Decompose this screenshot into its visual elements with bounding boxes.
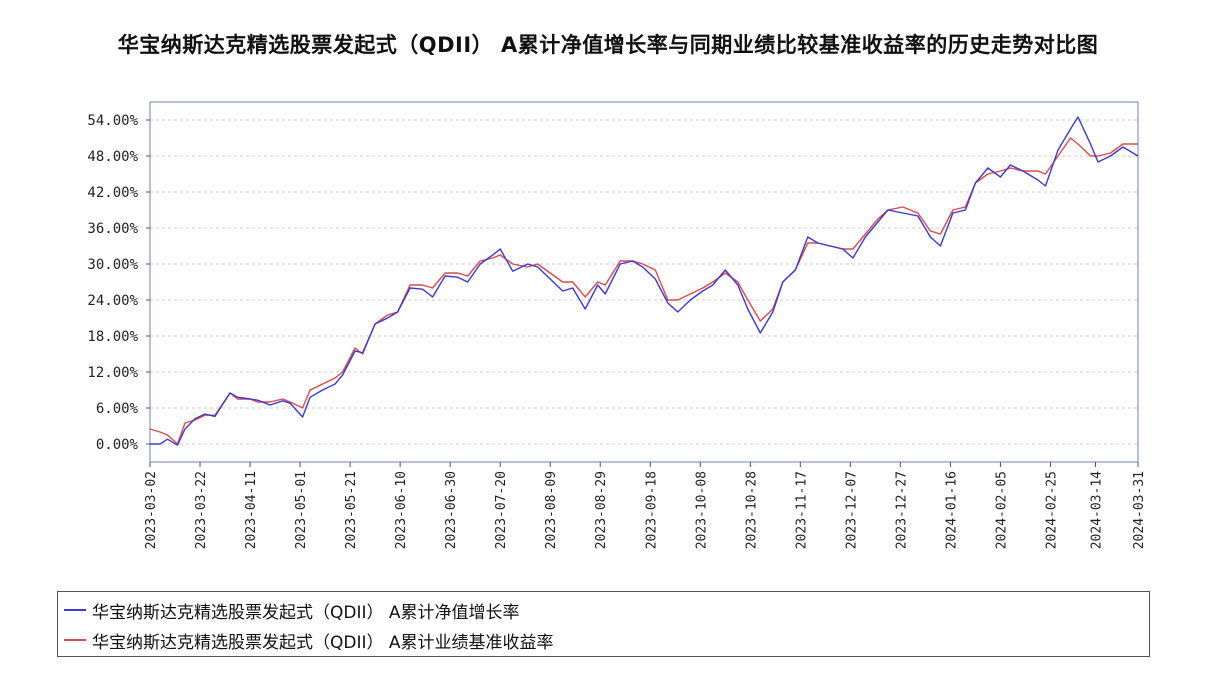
x-tick-label: 2023-08-09 (544, 471, 559, 549)
y-tick-label: 18.00% (87, 329, 138, 345)
x-tick-label: 2023-10-28 (744, 471, 759, 549)
x-tick-label: 2023-05-21 (344, 471, 359, 549)
x-tick-label: 2023-11-17 (794, 471, 809, 549)
x-tick-label: 2023-03-02 (144, 471, 159, 549)
x-tick-label: 2023-03-22 (194, 471, 209, 549)
x-tick-label: 2024-01-16 (944, 471, 959, 549)
x-tick-label: 2024-02-25 (1044, 471, 1059, 549)
y-tick-label: 36.00% (87, 221, 138, 237)
legend-swatch-benchmark (64, 639, 86, 641)
x-tick-label: 2023-09-18 (644, 471, 659, 549)
y-axis: 0.00% 6.00% 12.00% 18.00% 24.00% 30.00% 36.00%… (87, 113, 150, 453)
y-tick-label: 24.00% (87, 293, 138, 309)
legend: 华宝纳斯达克精选股票发起式（QDII） A累计净值增长率 华宝纳斯达克精选股票发… (57, 591, 1150, 657)
legend-entry-benchmark: 华宝纳斯达克精选股票发起式（QDII） A累计业绩基准收益率 (64, 626, 554, 654)
x-tick-label: 2023-10-08 (694, 471, 709, 549)
y-tick-label: 42.00% (87, 185, 138, 201)
x-tick-label: 2024-03-31 (1132, 471, 1147, 549)
x-tick-label: 2023-12-27 (894, 471, 909, 549)
series-lines (149, 116, 1139, 446)
x-axis: 2023-03-02 2023-03-22 2023-04-11 2023-05-01… (144, 462, 1147, 549)
y-tick-label: 6.00% (96, 401, 139, 417)
y-tick-label: 0.00% (96, 437, 139, 453)
x-tick-label: 2023-07-20 (494, 471, 509, 549)
x-tick-label: 2024-03-14 (1089, 471, 1104, 549)
y-tick-label: 12.00% (87, 365, 138, 381)
x-tick-label: 2023-05-01 (294, 471, 309, 549)
chart-title: 华宝纳斯达克精选股票发起式（QDII） A累计净值增长率与同期业绩比较基准收益率… (117, 33, 1099, 57)
legend-entry-nav: 华宝纳斯达克精选股票发起式（QDII） A累计净值增长率 (64, 596, 520, 624)
x-tick-label: 2023-06-10 (394, 471, 409, 549)
x-tick-label: 2023-06-30 (444, 471, 459, 549)
series-line-1 (149, 137, 1138, 445)
x-tick-label: 2023-04-11 (244, 471, 259, 549)
legend-label-benchmark: 华宝纳斯达克精选股票发起式（QDII） A累计业绩基准收益率 (92, 632, 554, 653)
x-tick-label: 2024-02-05 (994, 471, 1009, 549)
x-tick-label: 2023-08-29 (594, 471, 609, 549)
y-tick-label: 48.00% (87, 149, 138, 165)
x-tick-label: 2023-12-07 (844, 471, 859, 549)
plot-frame (149, 101, 1139, 463)
legend-label-nav: 华宝纳斯达克精选股票发起式（QDII） A累计净值增长率 (92, 602, 520, 623)
legend-swatch-nav (64, 609, 86, 611)
y-tick-label: 30.00% (87, 257, 138, 273)
series-line-0 (150, 116, 1139, 446)
y-tick-label: 54.00% (87, 113, 138, 129)
